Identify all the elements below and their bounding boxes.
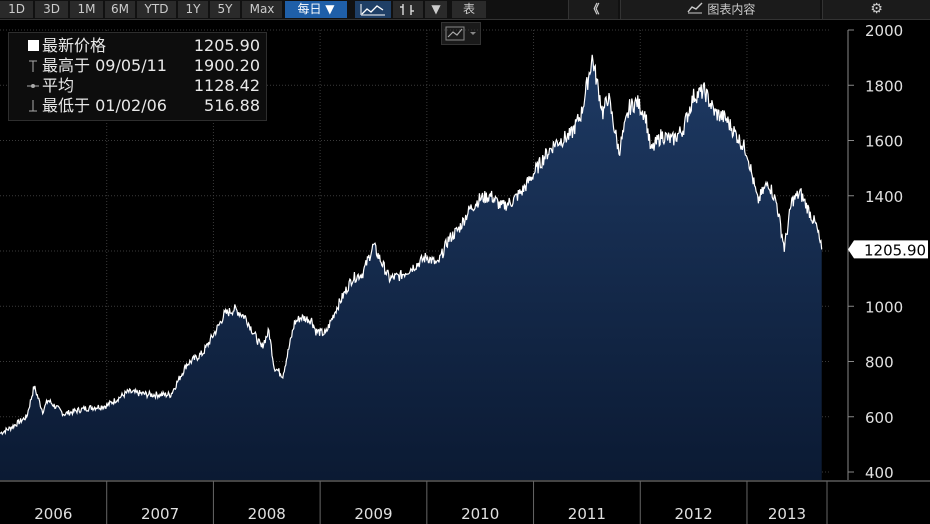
chart-content-label: 图表内容 bbox=[707, 2, 756, 17]
x-tick-label: 2012 bbox=[675, 505, 713, 523]
legend-label: 最高于 09/05/11 bbox=[42, 56, 167, 75]
legend-item-average: 平均 1128.42 bbox=[9, 76, 268, 96]
y-tick-label: 600 bbox=[865, 409, 894, 427]
range-button-1m[interactable]: 1M bbox=[70, 1, 103, 18]
legend-item-low: 最低于 01/02/06 516.88 bbox=[9, 96, 268, 116]
y-tick-label: 1400 bbox=[865, 188, 903, 206]
x-tick-label: 2006 bbox=[34, 505, 72, 523]
y-tick-label: 1000 bbox=[865, 298, 903, 316]
chart-style-dropdown[interactable] bbox=[441, 22, 481, 45]
y-tick-label: 400 bbox=[865, 464, 894, 482]
square-marker-icon bbox=[28, 40, 39, 51]
x-tick-label: 2011 bbox=[568, 505, 606, 523]
last-price-label: 1205.90 bbox=[864, 241, 926, 259]
chart-content-icon bbox=[686, 0, 704, 20]
price-line bbox=[0, 54, 823, 436]
range-button-max[interactable]: Max bbox=[242, 1, 282, 18]
legend-value: 1205.90 bbox=[193, 36, 260, 55]
price-area-fill bbox=[0, 54, 822, 481]
x-tick-label: 2008 bbox=[248, 505, 286, 523]
legend-value: 1900.20 bbox=[193, 56, 260, 75]
last-price-box bbox=[848, 240, 928, 259]
y-tick-label: 1600 bbox=[865, 133, 903, 151]
bar-chart-type-button[interactable] bbox=[393, 1, 423, 18]
range-button-6m[interactable]: 6M bbox=[105, 1, 135, 18]
x-tick-label: 2009 bbox=[354, 505, 392, 523]
x-tick-label: 2010 bbox=[461, 505, 499, 523]
range-button-ytd[interactable]: YTD bbox=[137, 1, 176, 18]
range-button-1y[interactable]: 1Y bbox=[178, 1, 208, 18]
frequency-dropdown[interactable]: 每日 ▼ bbox=[285, 1, 347, 18]
x-tick-label: 2013 bbox=[768, 505, 806, 523]
chart-content-button[interactable]: 图表内容 bbox=[620, 0, 820, 19]
range-button-5y[interactable]: 5Y bbox=[210, 1, 240, 18]
line-chart-icon bbox=[360, 4, 385, 16]
chart-toolbar: 1D 3D 1M 6M YTD 1Y 5Y Max 每日 ▼ ▼ 表 《 图表内… bbox=[0, 0, 930, 20]
ohlc-bar-icon bbox=[400, 4, 414, 15]
y-tick-label: 2000 bbox=[865, 22, 903, 40]
axes bbox=[0, 30, 930, 482]
legend-value: 516.88 bbox=[204, 96, 260, 115]
x-tick-label: 2007 bbox=[141, 505, 179, 523]
average-marker-icon bbox=[27, 84, 39, 88]
low-marker-icon bbox=[29, 100, 37, 112]
y-axis-ticks: 400600800100012001400160018002000 bbox=[848, 22, 903, 482]
legend-box: 最新价格 1205.90 最高于 09/05/11 1900.20 平均 112… bbox=[8, 32, 267, 121]
range-button-1d[interactable]: 1D bbox=[0, 1, 33, 18]
table-view-button[interactable]: 表 bbox=[452, 1, 486, 18]
area-chart-icon bbox=[445, 26, 476, 41]
last-price-callout: 1205.90 bbox=[848, 240, 928, 259]
legend-label: 平均 bbox=[42, 76, 75, 95]
price-area-chart: 400600800100012001400160018002000 200620… bbox=[0, 22, 930, 524]
legend-item-high: 最高于 09/05/11 1900.20 bbox=[9, 56, 268, 76]
x-axis-ticks: 2006 2007 2008 2009 2010 2011 2012 2013 bbox=[34, 481, 828, 524]
line-chart-type-button[interactable] bbox=[355, 1, 391, 18]
y-tick-label: 800 bbox=[865, 354, 894, 372]
legend-label: 最新价格 bbox=[42, 36, 107, 55]
chart-type-dropdown[interactable]: ▼ bbox=[425, 1, 447, 18]
gear-icon: ⚙ bbox=[870, 1, 883, 17]
range-button-3d[interactable]: 3D bbox=[35, 1, 68, 18]
legend-value: 1128.42 bbox=[193, 76, 260, 95]
y-tick-label: 1800 bbox=[865, 77, 903, 95]
legend-item-last-price: 最新价格 1205.90 bbox=[9, 36, 268, 56]
collapse-panel-button[interactable]: 《 bbox=[568, 0, 618, 19]
legend-label: 最低于 01/02/06 bbox=[42, 96, 167, 115]
settings-button[interactable]: ⚙ bbox=[822, 0, 930, 19]
high-marker-icon bbox=[29, 60, 37, 72]
